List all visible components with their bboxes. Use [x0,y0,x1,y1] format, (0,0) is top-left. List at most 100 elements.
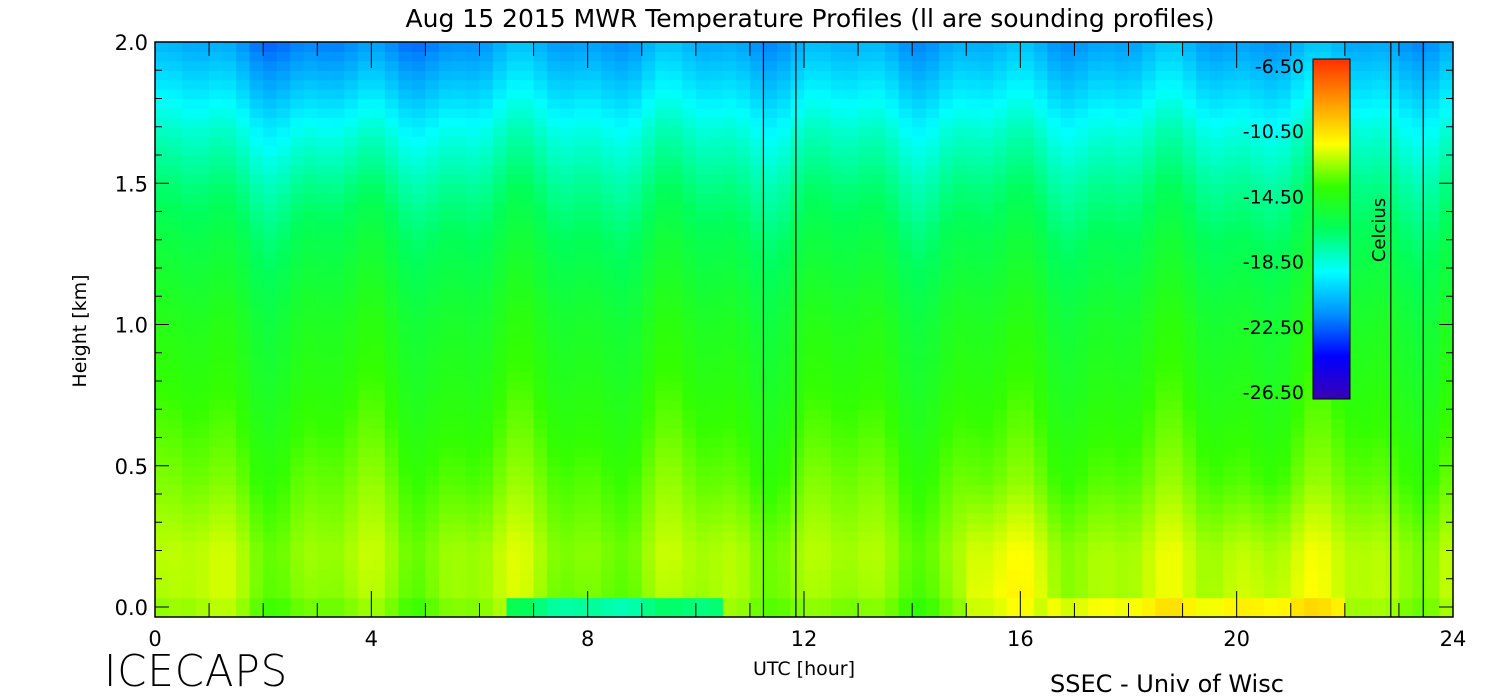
heatmap-cell [263,136,278,147]
heatmap-cell [1169,522,1184,533]
heatmap-cell [817,475,832,486]
heatmap-cell [1155,211,1170,222]
heatmap-cell [344,371,359,382]
heatmap-cell [1033,550,1048,561]
heatmap-cell [912,117,927,128]
heatmap-cell [222,211,237,222]
heatmap-cell [1250,550,1265,561]
heatmap-cell [155,220,170,231]
heatmap-cell [601,550,616,561]
heatmap-cell [155,258,170,269]
heatmap-cell [384,343,399,354]
heatmap-cell [1142,465,1157,476]
heatmap-cell [1047,550,1062,561]
heatmap-cell [506,268,521,279]
heatmap-cell [168,484,183,495]
heatmap-cell [641,249,656,260]
heatmap-cell [722,249,737,260]
heatmap-cell [398,70,413,81]
heatmap-cell [817,305,832,316]
heatmap-cell [1236,126,1251,137]
heatmap-cell [236,192,251,203]
heatmap-cell [1236,155,1251,166]
heatmap-cell [871,475,886,486]
heatmap-cell [249,315,264,326]
heatmap-cell [506,390,521,401]
heatmap-cell [871,70,886,81]
heatmap-cell [182,475,197,486]
heatmap-cell [574,503,589,514]
heatmap-cell [182,418,197,429]
heatmap-cell [858,362,873,373]
heatmap-cell [1155,60,1170,71]
heatmap-cell [520,578,535,589]
heatmap-cell [317,418,332,429]
heatmap-cell [276,371,291,382]
heatmap-cell [763,277,778,288]
heatmap-cell [655,381,670,392]
heatmap-cell [276,399,291,410]
heatmap-cell [574,456,589,467]
heatmap-cell [398,249,413,260]
heatmap-cell [479,588,494,599]
heatmap-cell [790,51,805,62]
heatmap-cell [236,296,251,307]
heatmap-cell [1223,60,1238,71]
heatmap-cell [1142,89,1157,100]
heatmap-cell [736,371,751,382]
heatmap-cell [1128,531,1143,542]
heatmap-cell [641,192,656,203]
heatmap-cell [1236,202,1251,213]
heatmap-cell [695,484,710,495]
heatmap-cell [966,98,981,109]
heatmap-cell [1020,494,1035,505]
heatmap-cell [411,230,427,241]
heatmap-cell [668,588,683,599]
heatmap-cell [290,79,305,90]
heatmap-cell [912,145,927,156]
heatmap-cell [195,569,210,580]
heatmap-cell [898,126,913,137]
heatmap-cell [465,183,481,194]
heatmap-cell [195,541,210,552]
heatmap-cell [831,117,846,128]
heatmap-cell [1087,155,1103,166]
heatmap-cell [1182,89,1197,100]
heatmap-cell [222,155,237,166]
heatmap-cell [195,145,210,156]
heatmap-cell [1047,89,1062,100]
heatmap-cell [1263,578,1278,589]
heatmap-cell [898,503,913,514]
heatmap-cell [952,315,967,326]
heatmap-cell [1006,578,1021,589]
heatmap-cell [209,362,224,373]
heatmap-cell [317,343,332,354]
heatmap-cell [560,569,575,580]
heatmap-cell [1209,578,1224,589]
heatmap-cell [1033,126,1048,137]
heatmap-cell [993,220,1008,231]
heatmap-cell [1060,136,1076,147]
heatmap-cell [1033,107,1048,118]
heatmap-cell [290,588,305,599]
heatmap-cell [831,192,846,203]
heatmap-cell [885,541,900,552]
heatmap-cell [587,343,602,354]
heatmap-cell [547,107,562,118]
heatmap-cell [1074,258,1089,269]
heatmap-cell [1101,475,1116,486]
heatmap-cell [871,446,886,457]
heatmap-cell [614,569,629,580]
heatmap-cell [1101,343,1116,354]
heatmap-cell [641,531,656,542]
heatmap-cell [1033,192,1048,203]
heatmap-cell [520,559,535,570]
heatmap-cell [966,315,981,326]
heatmap-cell [682,399,697,410]
heatmap-cell [506,399,521,410]
heatmap-cell [1223,305,1238,316]
heatmap-cell [1074,333,1089,344]
heatmap-cell [804,399,819,410]
heatmap-cell [736,155,751,166]
heatmap-cell [371,42,386,53]
